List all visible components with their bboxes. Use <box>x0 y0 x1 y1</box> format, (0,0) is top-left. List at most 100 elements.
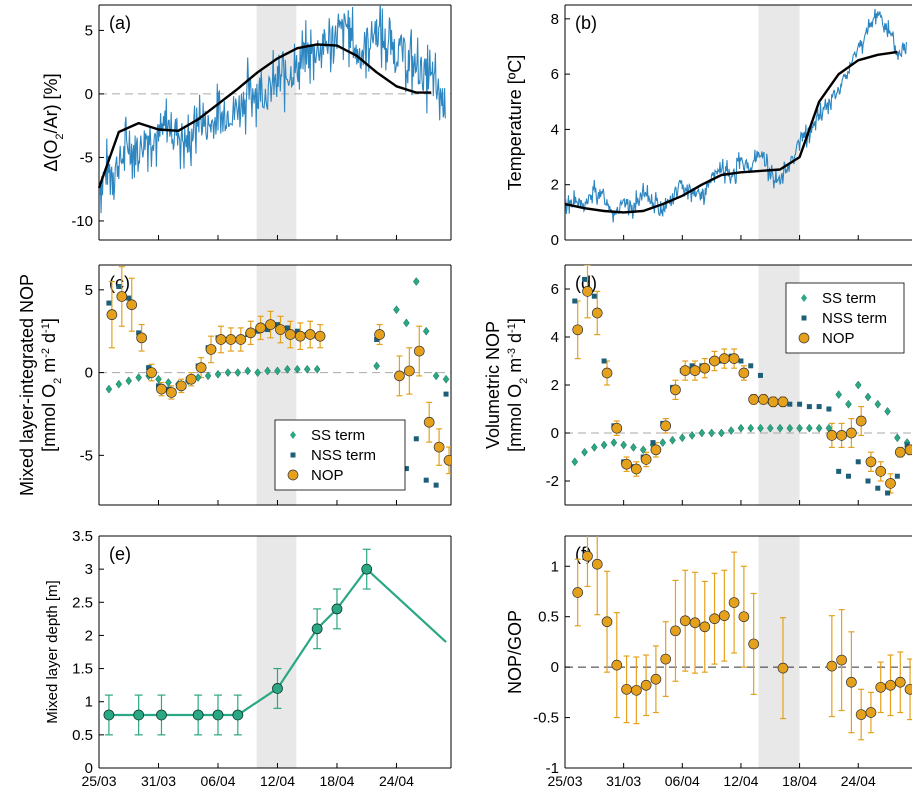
ss-term-point <box>678 433 686 443</box>
nop-point <box>728 353 740 364</box>
nop-point <box>738 367 750 379</box>
nop-point <box>836 654 847 666</box>
y-tick-label: 0 <box>551 232 559 249</box>
ss-term-point <box>639 445 647 455</box>
nop-point <box>660 653 672 665</box>
depth-point <box>192 709 204 721</box>
nss-term-point <box>106 300 112 306</box>
nop-point <box>433 441 445 453</box>
ss-term-point <box>412 277 420 286</box>
x-tick-label: 12/04 <box>260 773 295 788</box>
depth-point <box>103 709 115 721</box>
panel-f: -1 -0.5 0 0.5 1 25/03 31/03 06/04 12/04 18/04 24/0… <box>505 535 912 788</box>
y-tick-label: -10 <box>71 213 93 230</box>
nss-term-point <box>650 440 656 446</box>
nss-term-point <box>413 436 419 442</box>
panel-label: (e) <box>109 544 131 564</box>
legend-label: NSS term <box>311 447 376 464</box>
x-tick-label: 18/04 <box>782 773 817 788</box>
x-tick-label: 31/03 <box>606 773 641 788</box>
nop-point <box>116 291 128 302</box>
nss-term-point <box>294 328 300 334</box>
ss-term-point <box>708 428 715 438</box>
ss-term-point <box>204 371 212 381</box>
ss-term-point <box>581 447 588 457</box>
ss-term-point <box>214 369 222 379</box>
nop-point <box>748 394 760 405</box>
y-tick-label: 2 <box>551 377 559 394</box>
shade-band <box>256 5 297 240</box>
nss-term-point <box>797 401 803 407</box>
y-tick-label: 1 <box>85 694 93 711</box>
nop-point <box>699 621 711 633</box>
shade-band <box>758 5 800 240</box>
ss-term-point <box>303 364 311 374</box>
ss-term-point <box>727 426 735 436</box>
nop-point <box>582 550 593 562</box>
ss-term-point <box>757 423 764 433</box>
legend: SS term NSS term NOP <box>274 419 406 491</box>
nop-point <box>660 420 672 432</box>
nss-term-point <box>757 372 763 378</box>
nss-term-point <box>443 391 449 397</box>
nop-point <box>904 683 912 695</box>
nop-point <box>195 362 207 373</box>
nss-term-point <box>865 478 871 484</box>
nop-point <box>679 615 691 627</box>
nop-point <box>443 454 451 466</box>
y-tick-label: 0 <box>551 425 559 442</box>
nop-point <box>374 329 385 340</box>
nss-term-point <box>826 406 832 412</box>
nop-point <box>205 344 217 355</box>
panel-label: (c) <box>109 273 130 293</box>
panel-label: (b) <box>575 13 597 33</box>
nop-point <box>225 334 237 345</box>
nss-term-point <box>582 276 588 282</box>
nop-point <box>826 660 838 672</box>
nop-point <box>582 286 593 297</box>
nss-term-point <box>885 490 891 496</box>
nss-term-point <box>787 401 793 407</box>
nop-point <box>894 446 906 458</box>
ss-term-point <box>293 364 301 374</box>
x-tick-label: 31/03 <box>141 773 176 788</box>
nop-point <box>572 324 584 336</box>
legend: SS term NSS term NOP <box>785 282 905 354</box>
ss-term-point <box>747 423 755 433</box>
y-tick-label: 3 <box>85 561 93 578</box>
nop-point <box>275 324 286 335</box>
nop-point <box>146 367 157 378</box>
ss-term-point <box>125 376 133 386</box>
ss-term-point <box>244 366 252 376</box>
nop-point <box>679 365 691 376</box>
x-tick-label: 06/04 <box>665 773 700 788</box>
nop-point <box>423 416 435 428</box>
y-axis-title: Volumetric NOP <box>483 321 503 449</box>
ss-term-point <box>620 440 627 450</box>
y-tick-label: 4 <box>551 121 559 138</box>
nop-point <box>670 384 681 396</box>
nss-term-point <box>601 358 607 364</box>
nop-point <box>748 638 760 650</box>
y-tick-label: 2.5 <box>72 594 93 611</box>
nss-term-point <box>689 363 695 369</box>
raw-series-line <box>565 8 907 223</box>
nss-term-point <box>894 473 900 479</box>
ss-term-point <box>224 368 232 378</box>
ss-term-point <box>284 364 291 374</box>
nop-point <box>106 309 118 321</box>
nss-term-point <box>274 322 280 328</box>
nop-point <box>601 367 613 379</box>
nss-term-point <box>265 327 271 333</box>
ss-term-point <box>105 384 113 394</box>
nop-point <box>689 365 701 376</box>
nop-point <box>738 611 750 623</box>
nss-term-point <box>904 442 910 448</box>
ss-term-point <box>591 442 598 452</box>
ss-term-point <box>815 423 823 433</box>
nop-point <box>777 396 789 408</box>
nop-point <box>865 707 877 718</box>
nop-point <box>175 380 187 392</box>
nop-point <box>394 370 405 382</box>
